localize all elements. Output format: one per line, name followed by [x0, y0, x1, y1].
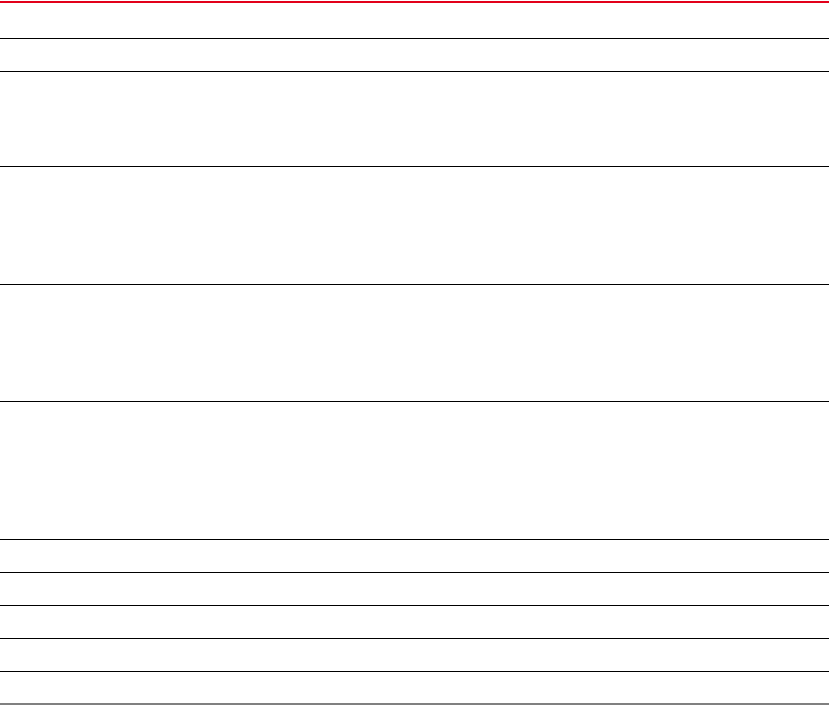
- table: [0, 1, 829, 705]
- page: {} (() => { const data = JSON.parse(docu…: [0, 0, 829, 705]
